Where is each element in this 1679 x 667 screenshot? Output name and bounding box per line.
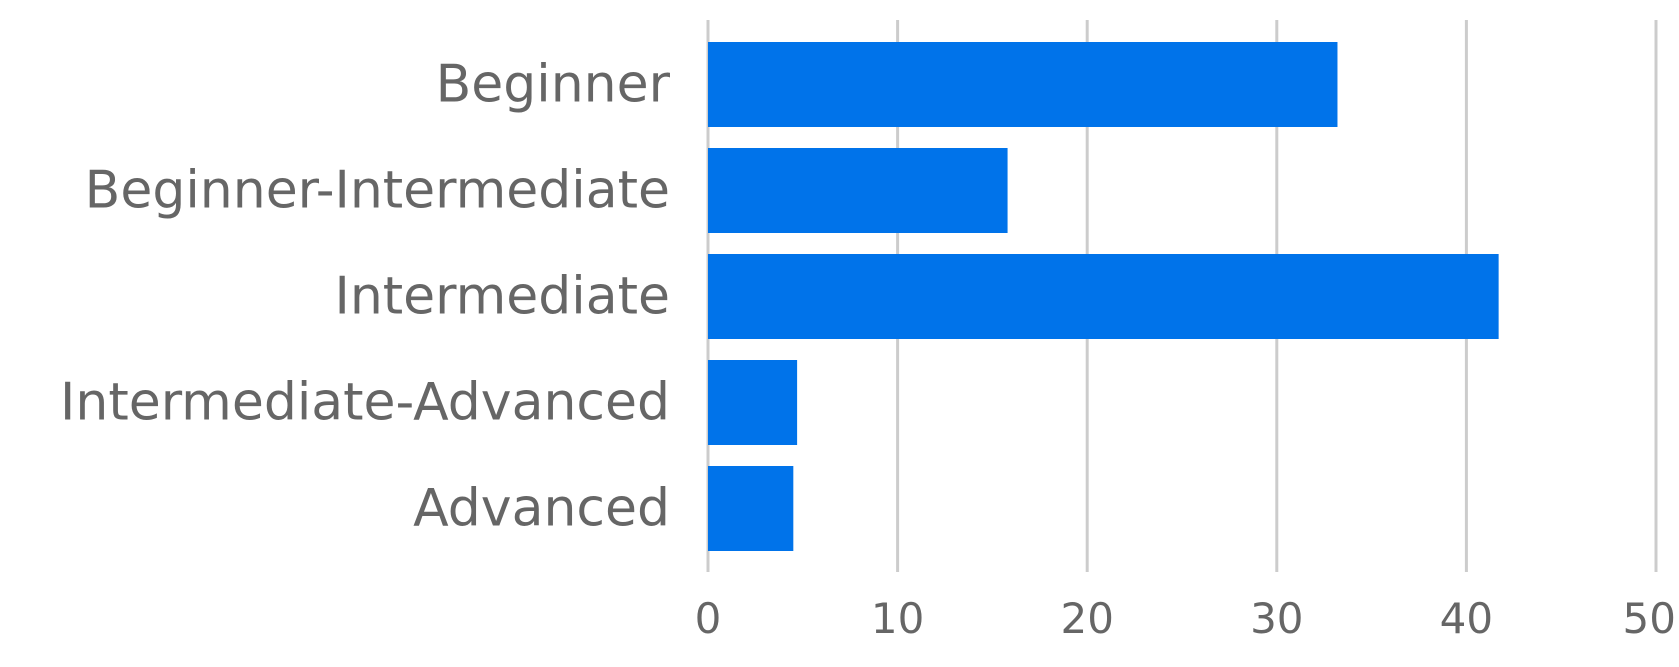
x-tick-label-40: 40 (1440, 594, 1493, 643)
x-tick-label-10: 10 (871, 594, 924, 643)
category-labels: Beginner Beginner-Intermediate Intermediat… (60, 55, 671, 539)
x-tick-labels: 0 10 20 30 40 50 (695, 594, 1676, 643)
bar-intermediate-advanced (708, 360, 798, 445)
bars (708, 42, 1499, 551)
bar-beginner-intermediate (708, 148, 1008, 233)
x-tick-label-50: 50 (1623, 594, 1676, 643)
category-label-beginner: Beginner (436, 55, 671, 115)
bar-advanced (708, 466, 794, 551)
x-tick-label-0: 0 (695, 594, 722, 643)
category-label-intermediate-advanced: Intermediate-Advanced (60, 373, 670, 433)
category-label-advanced: Advanced (413, 479, 670, 539)
x-tick-label-30: 30 (1250, 594, 1303, 643)
bar-beginner (708, 42, 1338, 127)
bar-intermediate (708, 254, 1499, 339)
x-tick-label-20: 20 (1060, 594, 1113, 643)
category-label-intermediate: Intermediate (335, 267, 671, 327)
category-label-beginner-intermediate: Beginner-Intermediate (85, 161, 670, 221)
